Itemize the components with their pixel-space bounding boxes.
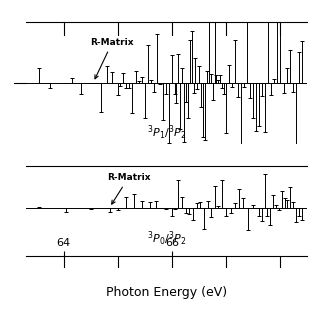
Text: R-Matrix: R-Matrix — [107, 173, 150, 204]
Text: $^{3}P_{0}/^{3}P_{2}$: $^{3}P_{0}/^{3}P_{2}$ — [147, 229, 186, 248]
Text: R-Matrix: R-Matrix — [91, 38, 134, 79]
Text: $^{3}P_{1}/^{3}P_{2}$: $^{3}P_{1}/^{3}P_{2}$ — [147, 123, 186, 141]
Text: Photon Energy (eV): Photon Energy (eV) — [106, 285, 227, 299]
